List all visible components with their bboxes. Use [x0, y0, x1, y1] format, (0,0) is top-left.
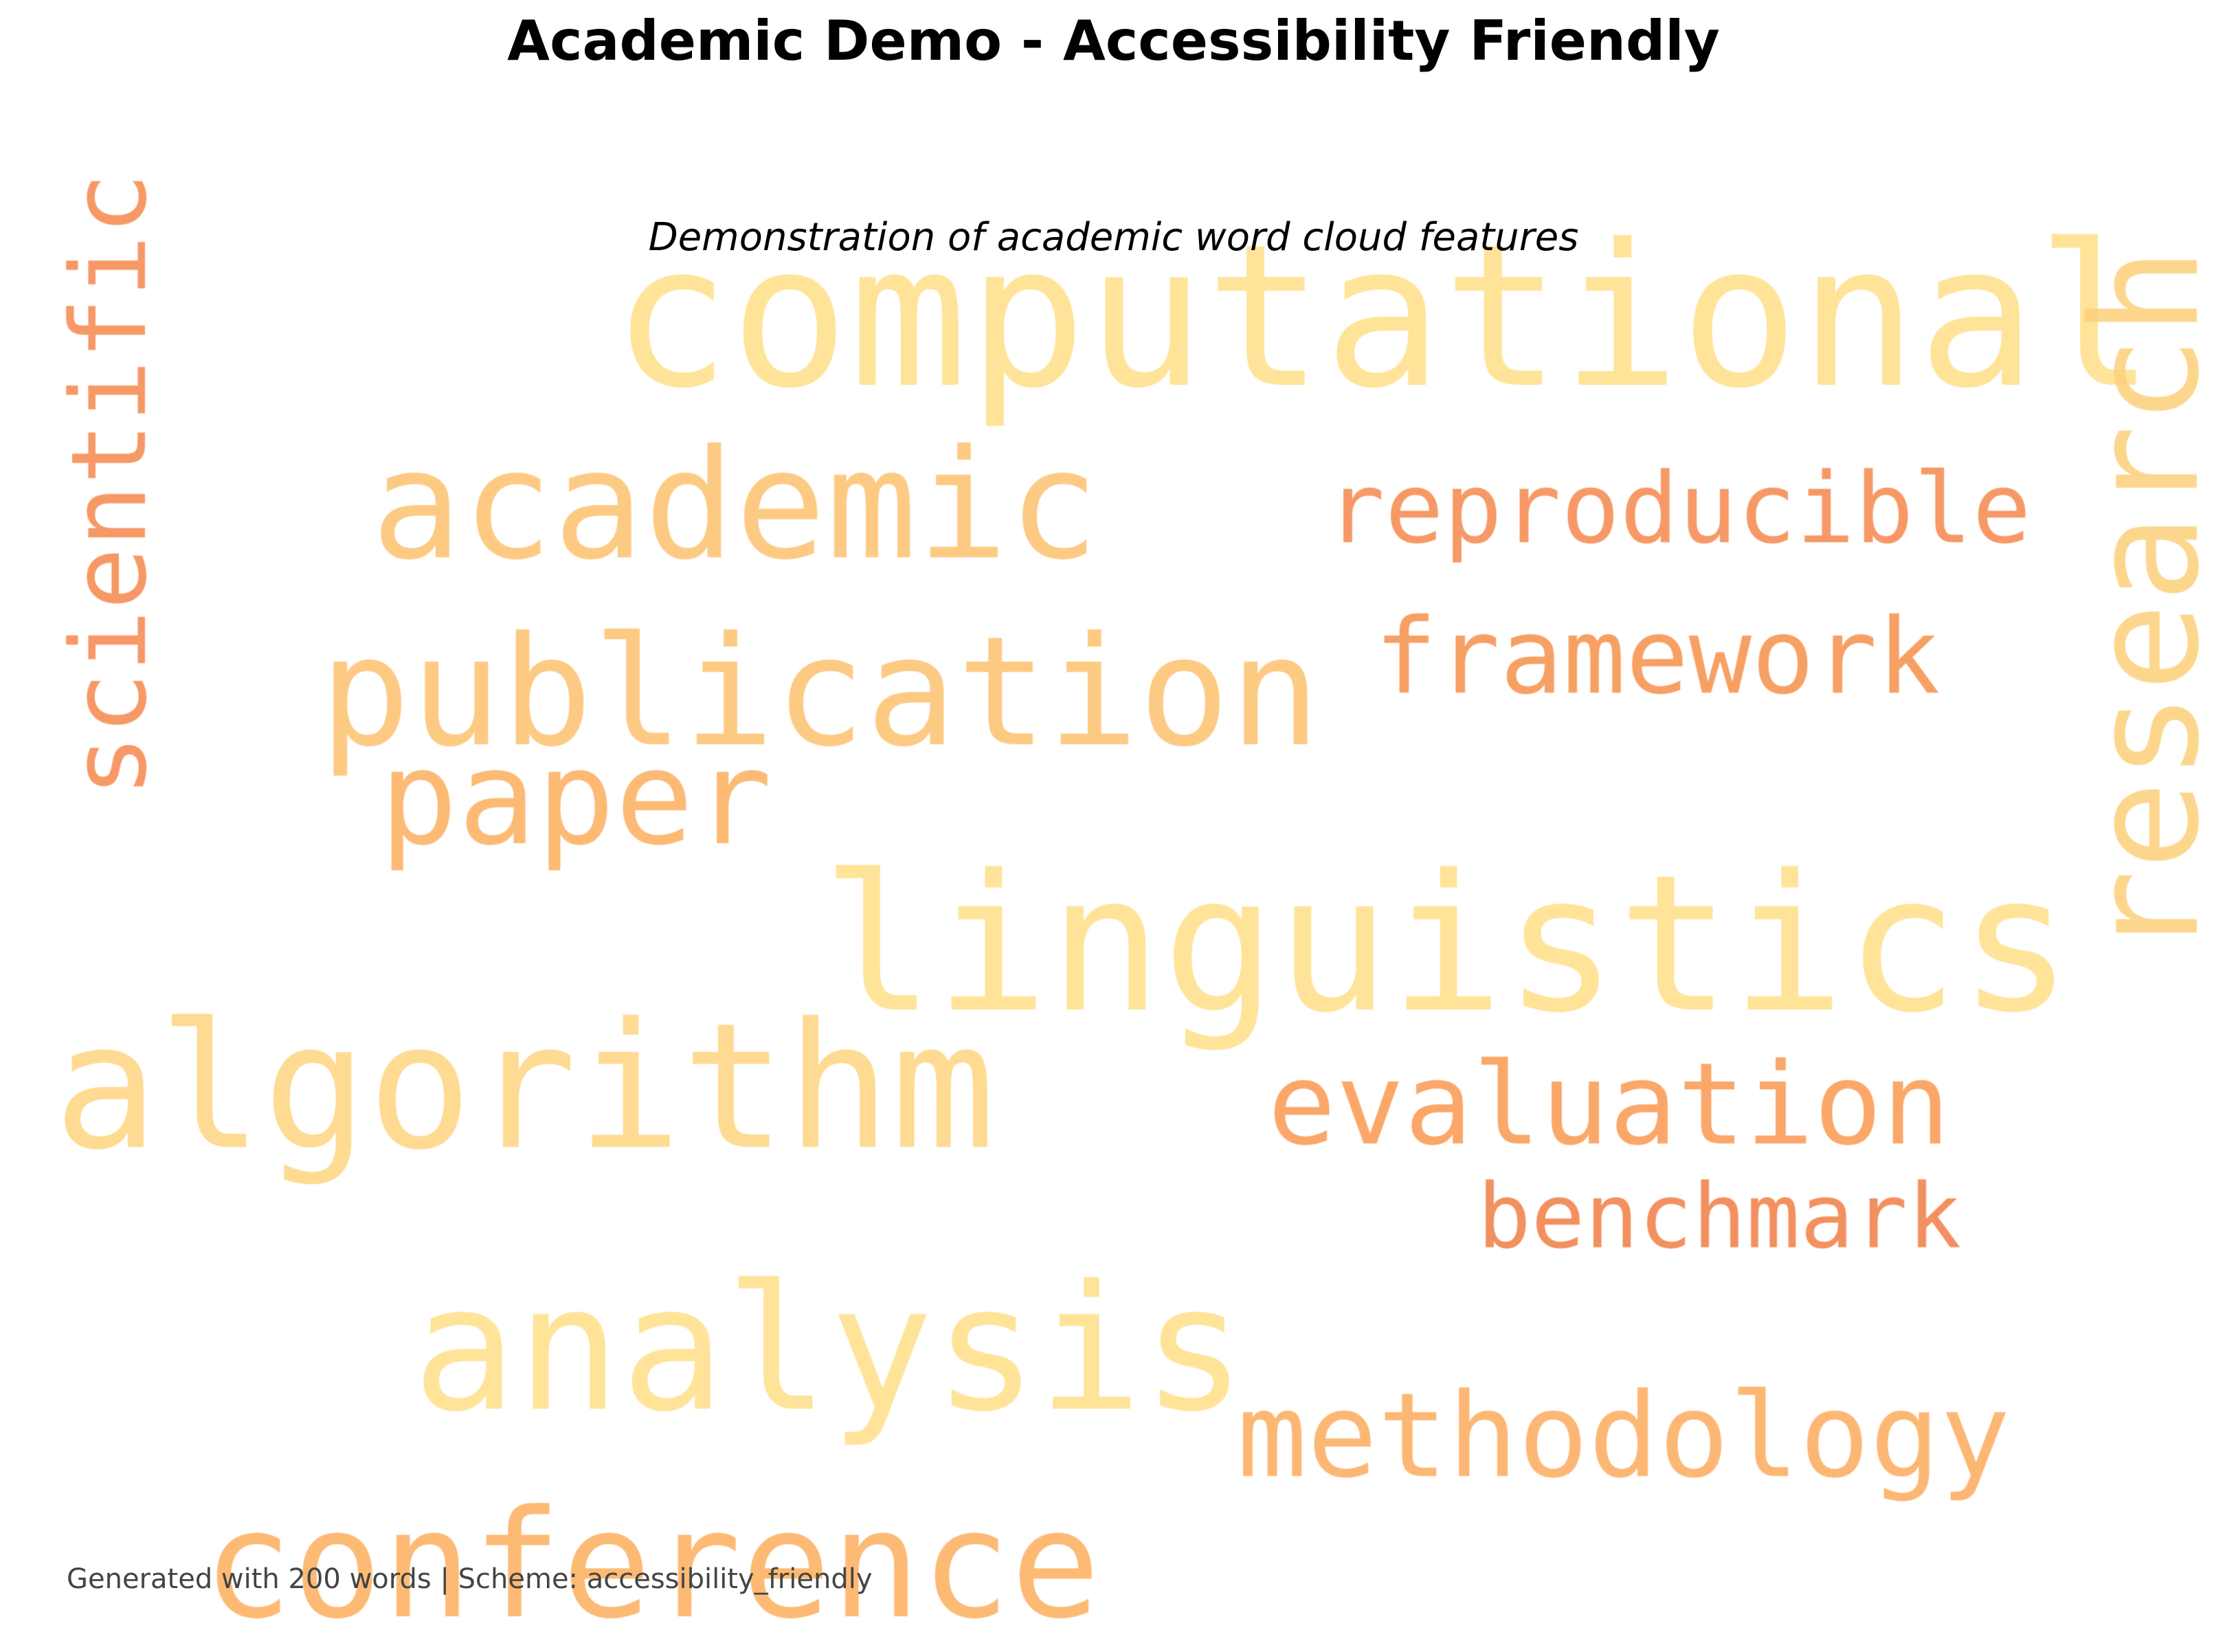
word-methodology: methodology	[1237, 1368, 2011, 1504]
word-computational: computational	[612, 202, 2156, 432]
word-analysis: analysis	[412, 1249, 1246, 1450]
word-reproducible: reproducible	[1326, 452, 2031, 566]
word-evaluation: evaluation	[1268, 1038, 1951, 1170]
subtitle: Demonstration of academic word cloud fea…	[648, 215, 1579, 260]
word-linguistics: linguistics	[821, 834, 2073, 1054]
figure-title: Academic Demo - Accessibility Friendly	[507, 9, 1720, 73]
word-academic: academic	[371, 417, 1099, 593]
word-publication: publication	[320, 604, 1321, 780]
word-scientific: scientific	[49, 172, 170, 797]
word-conference: conference	[203, 1479, 1101, 1652]
footer-note: Generated with 200 words | Scheme: acces…	[67, 1563, 873, 1595]
word-paper: paper	[379, 722, 772, 874]
word-algorithm: algorithm	[54, 985, 996, 1188]
word-benchmark: benchmark	[1477, 1164, 1962, 1269]
word-research: research	[2059, 247, 2227, 959]
word-framework: framework	[1374, 596, 1940, 717]
